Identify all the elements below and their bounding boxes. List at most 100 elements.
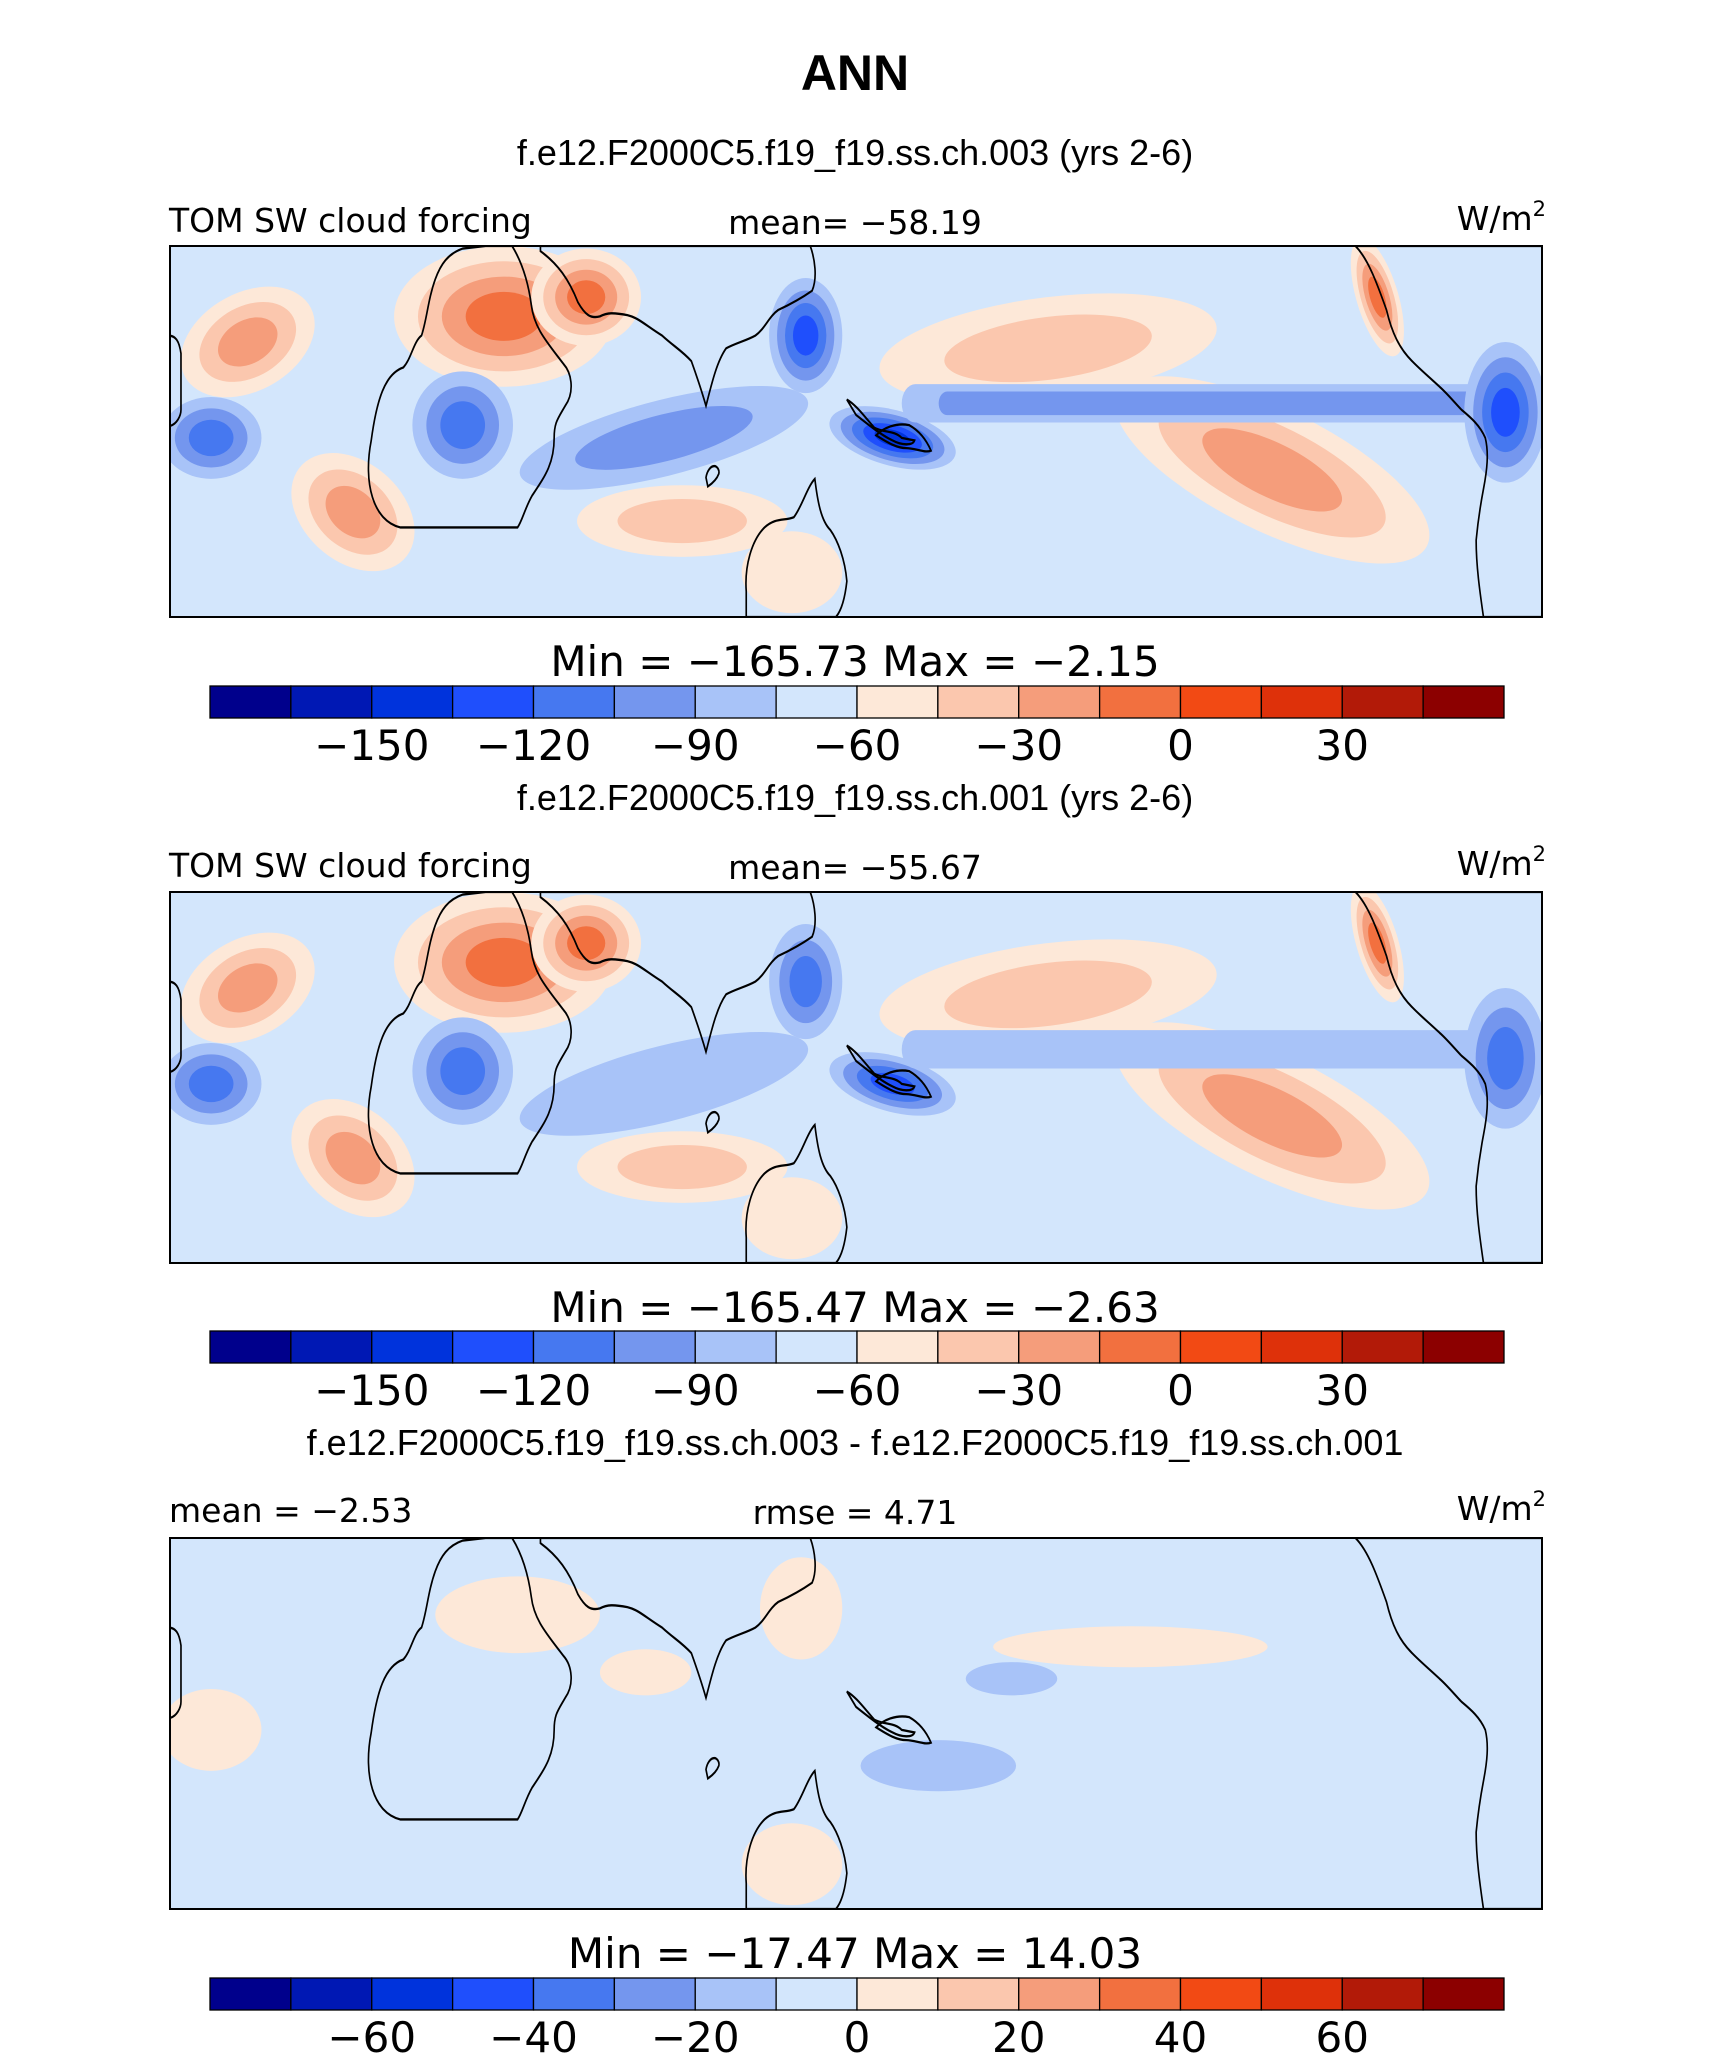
map-frame [169, 1537, 1543, 1910]
colorbar-tick-label: 40 [1154, 2013, 1207, 2062]
contour-sahara-north-africa [465, 291, 543, 341]
contour-california-coast [1368, 276, 1387, 318]
colorbar-swatch [1341, 1330, 1424, 1364]
colorbar-tick-label: −150 [314, 721, 429, 770]
colorbar-swatch [371, 685, 454, 719]
contour-south-atlantic [325, 485, 381, 539]
contour-south-atlantic [325, 1131, 381, 1185]
colorbar-tick-label: 60 [1316, 2013, 1369, 2062]
colorbar-swatch [856, 1977, 939, 2011]
colorbar-swatch [1179, 1977, 1263, 2011]
colorbar-swatch [209, 1977, 292, 2011]
contour-north-pacific [993, 1626, 1268, 1668]
colorbar-tick-label: −60 [813, 1366, 902, 1415]
colorbar-tick-label: −60 [813, 721, 902, 770]
colorbar-swatch [290, 1977, 373, 2011]
colorbar-swatch [937, 1330, 1020, 1364]
colorbar-swatch [451, 1977, 535, 2011]
contour-arabian-sea [599, 1649, 692, 1696]
colorbar-label: Min = −165.47 Max = −2.63 [550, 1283, 1159, 1332]
panel-title: f.e12.F2000C5.f19_f19.ss.ch.001 (yrs 2-6… [517, 777, 1193, 818]
contour-south-america [188, 1065, 234, 1103]
contour-california-coast [1368, 922, 1387, 964]
contour-tropical-indian-ocean [575, 405, 753, 470]
colorbar-swatch [694, 1977, 777, 2011]
colorbar-swatch [1422, 685, 1505, 719]
contour-maritime-continent [874, 428, 911, 447]
contour-north-atlantic-subtropics [217, 963, 278, 1013]
panel-left-label: TOM SW cloud forcing [168, 846, 532, 885]
colorbar-swatch [1098, 1330, 1182, 1364]
contour-sahara-north-africa [465, 937, 543, 987]
colorbar-swatch [856, 685, 939, 719]
colorbar-swatch [1098, 1977, 1182, 2011]
colorbar-tick-label: −40 [489, 2013, 578, 2062]
panel-2: f.e12.F2000C5.f19_f19.ss.ch.001 (yrs 2-6… [168, 777, 1546, 1415]
panel-left-label: TOM SW cloud forcing [168, 201, 532, 240]
map-frame [169, 245, 1543, 618]
contour-central-africa [440, 401, 486, 449]
panel-left-label: mean = −2.53 [169, 1491, 412, 1530]
contour-central-africa [440, 1047, 486, 1095]
colorbar-swatch [371, 1330, 454, 1364]
colorbar-swatch [1341, 685, 1424, 719]
colorbar-tick-label: 0 [1167, 1366, 1194, 1415]
colorbar-tick-label: −60 [327, 2013, 416, 2062]
contour-australia [741, 531, 843, 614]
colorbar-tick-label: −30 [974, 721, 1063, 770]
colorbar-swatch [1422, 1330, 1505, 1364]
colorbar: −150 −120 −90 −60 −30 0 30 [209, 1330, 1505, 1415]
colorbar-swatch [1260, 685, 1343, 719]
panel-units: W/m2 [1457, 842, 1546, 883]
contour-southeast-pacific [1202, 1074, 1343, 1158]
colorbar-swatch [937, 1977, 1020, 2011]
map-field [170, 1538, 1543, 1910]
colorbar-swatch [1179, 685, 1263, 719]
colorbar-swatch [209, 1330, 292, 1364]
colorbar-label: Min = −17.47 Max = 14.03 [568, 1929, 1142, 1978]
colorbar-swatch [290, 1330, 373, 1364]
contour-southeast-pacific [1202, 428, 1343, 512]
colorbar-label: Min = −165.73 Max = −2.15 [550, 637, 1159, 686]
contour-central-america [1491, 387, 1520, 437]
colorbar-tick-label: 0 [1167, 721, 1194, 770]
contour-south-america [188, 419, 234, 457]
contour-south-indian-ocean [617, 1145, 747, 1190]
contour-arabian-peninsula [567, 926, 606, 961]
contour-australia [741, 1823, 843, 1906]
colorbar-swatch [1018, 1977, 1101, 2011]
colorbar-tick-label: 0 [844, 2013, 871, 2062]
colorbar-swatch [451, 1330, 535, 1364]
contour-north-pacific-subtropics [944, 960, 1152, 1029]
colorbar-swatch [1018, 1330, 1101, 1364]
colorbar-swatch [1422, 1977, 1505, 2011]
colorbar-tick-label: −90 [651, 1366, 740, 1415]
colorbar-tick-label: −30 [974, 1366, 1063, 1415]
colorbar-swatch [775, 1977, 858, 2011]
colorbar-swatch [937, 685, 1020, 719]
contour-pacific-itcz [901, 1030, 1543, 1069]
contour-south-indian-ocean [617, 499, 747, 544]
map-field [170, 246, 1543, 618]
contour-central-america [1487, 1027, 1524, 1090]
colorbar-swatch [775, 685, 858, 719]
colorbar-swatch [613, 1977, 696, 2011]
colorbar-swatch [1260, 1977, 1343, 2011]
colorbar-tick-label: −150 [314, 1366, 429, 1415]
colorbar-swatch [532, 1977, 616, 2011]
contour-pacific-itcz [938, 391, 1506, 416]
colorbar-tick-label: −20 [651, 2013, 740, 2062]
colorbar-swatch [532, 685, 616, 719]
map-frame [169, 891, 1543, 1264]
contour-south-pacific [860, 1740, 1017, 1792]
map-background [170, 1538, 1543, 1909]
colorbar-swatch [451, 685, 535, 719]
colorbar-tick-label: 30 [1316, 721, 1369, 770]
contour-south-america [170, 1688, 262, 1771]
contour-arabian-peninsula [567, 280, 606, 315]
colorbar-swatch [290, 685, 373, 719]
panel-units: W/m2 [1457, 1487, 1546, 1528]
colorbar: −150 −120 −90 −60 −30 0 30 [209, 685, 1505, 770]
contour-australia [741, 1177, 843, 1260]
